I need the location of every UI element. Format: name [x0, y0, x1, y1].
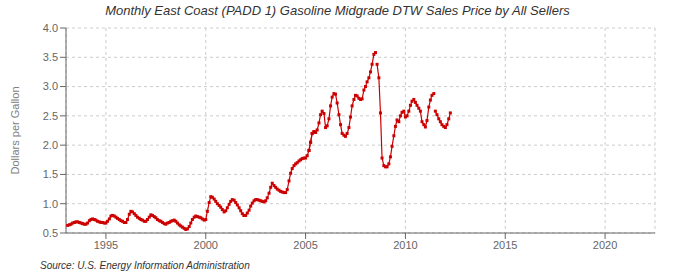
- svg-text:Dollars per Gallon: Dollars per Gallon: [9, 86, 21, 174]
- svg-text:1.5: 1.5: [43, 168, 58, 180]
- svg-text:2020: 2020: [593, 239, 617, 251]
- svg-text:3.5: 3.5: [43, 51, 58, 63]
- svg-text:2005: 2005: [293, 239, 317, 251]
- svg-text:2000: 2000: [194, 239, 218, 251]
- svg-text:1.0: 1.0: [43, 198, 58, 210]
- svg-text:2015: 2015: [493, 239, 517, 251]
- svg-text:4.0: 4.0: [43, 22, 58, 34]
- svg-text:1995: 1995: [94, 239, 118, 251]
- svg-text:3.0: 3.0: [43, 80, 58, 92]
- svg-text:0.5: 0.5: [43, 227, 58, 239]
- svg-text:2.5: 2.5: [43, 110, 58, 122]
- html-text:Monthly East Coast (PADD 1) Ga: Monthly East Coast (PADD 1) Gasoline Mid…: [105, 3, 570, 18]
- svg-text:2010: 2010: [393, 239, 417, 251]
- html-text:Source: U.S. Energy Informatio: Source: U.S. Energy Information Administ…: [40, 260, 250, 271]
- svg-text:2.0: 2.0: [43, 139, 58, 151]
